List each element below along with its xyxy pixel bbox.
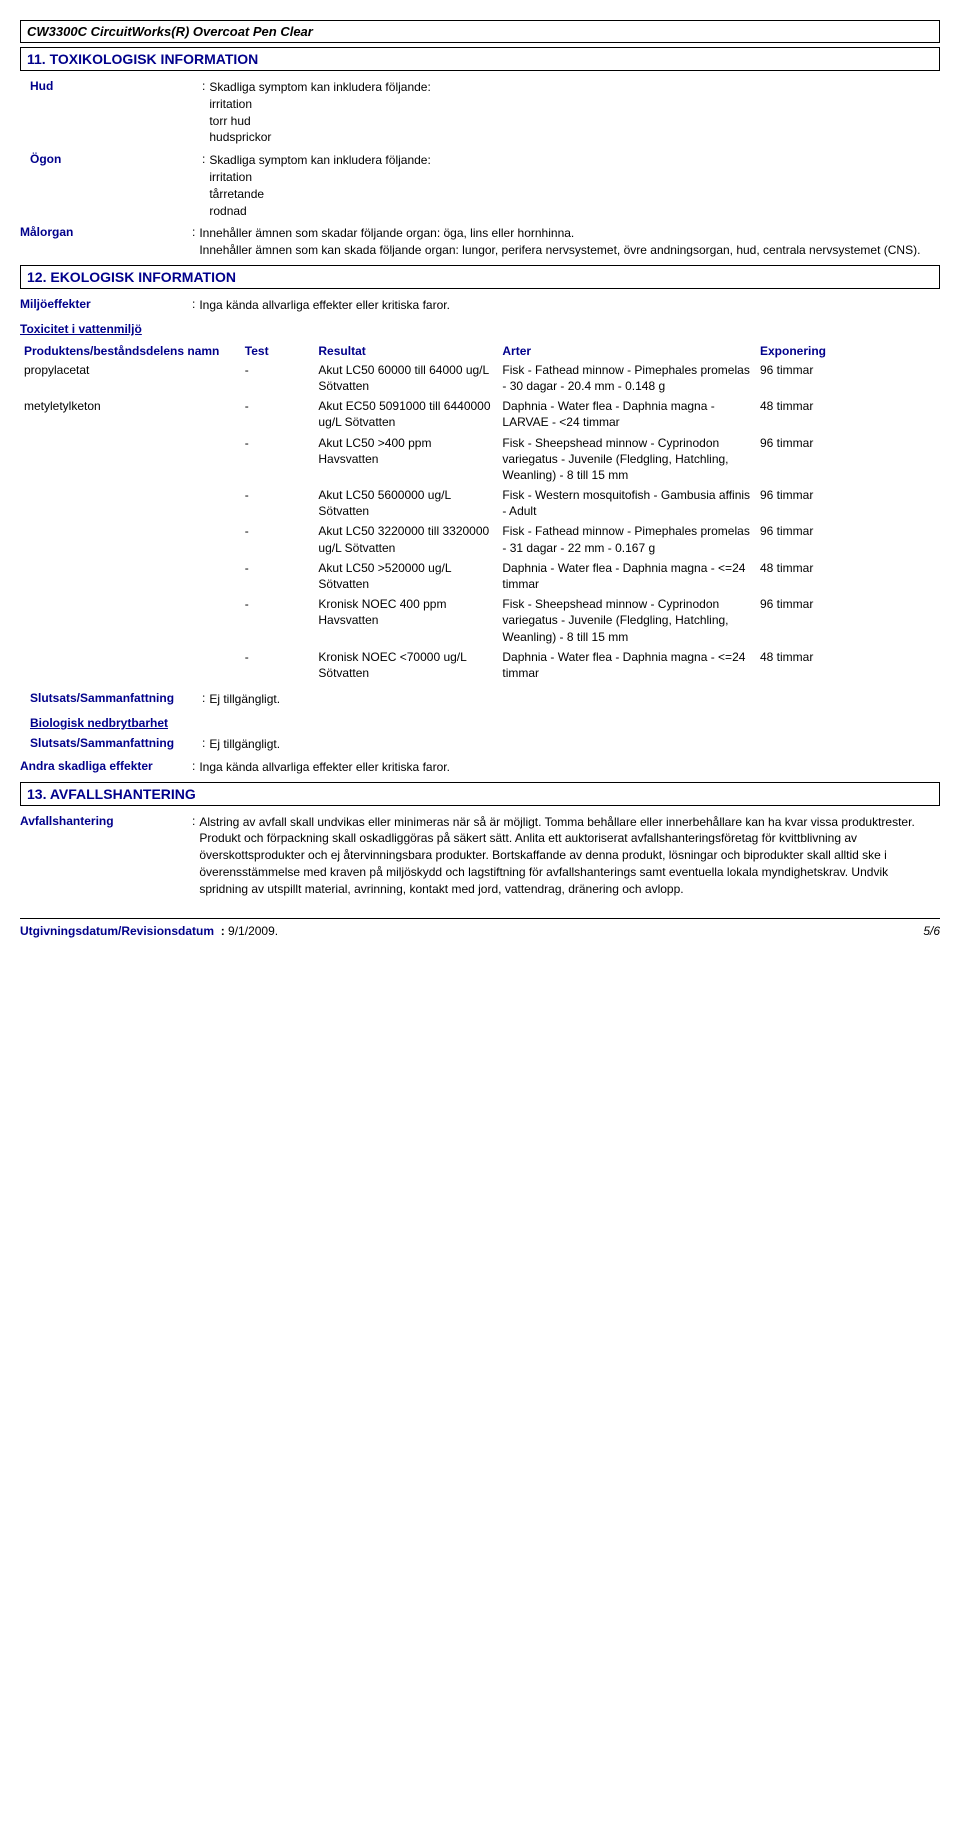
toxicity-table: Produktens/beståndsdelens namn Test Resu… (20, 342, 940, 683)
cell-name (20, 558, 241, 594)
cell-result: Akut LC50 5600000 ug/L Sötvatten (314, 485, 498, 521)
cell-exp: 96 timmar (756, 485, 940, 521)
cell-result: Akut LC50 >400 ppm Havsvatten (314, 433, 498, 486)
cell-arter: Fisk - Sheepshead minnow - Cyprinodon va… (498, 433, 756, 486)
cell-result: Akut LC50 3220000 till 3320000 ug/L Sötv… (314, 521, 498, 557)
avfall-label: Avfallshantering (20, 814, 190, 828)
footer-label: Utgivningsdatum/Revisionsdatum (20, 924, 214, 938)
cell-test: - (241, 396, 315, 432)
hud-label: Hud (30, 79, 200, 93)
footer-date: 9/1/2009. (228, 924, 278, 938)
cell-arter: Fisk - Sheepshead minnow - Cyprinodon va… (498, 594, 756, 647)
cell-exp: 96 timmar (756, 433, 940, 486)
cell-result: Akut LC50 60000 till 64000 ug/L Sötvatte… (314, 360, 498, 396)
slutsats1-value: Ej tillgängligt. (209, 691, 940, 708)
cell-result: Akut LC50 >520000 ug/L Sötvatten (314, 558, 498, 594)
section-11-header: 11. TOXIKOLOGISK INFORMATION (20, 47, 940, 71)
cell-arter: Daphnia - Water flea - Daphnia magna - <… (498, 558, 756, 594)
cell-arter: Daphnia - Water flea - Daphnia magna - L… (498, 396, 756, 432)
toxicitet-label: Toxicitet i vattenmiljö (20, 322, 940, 336)
table-row: -Akut LC50 3220000 till 3320000 ug/L Söt… (20, 521, 940, 557)
footer-page: 5/6 (923, 924, 940, 938)
cell-arter: Daphnia - Water flea - Daphnia magna - <… (498, 647, 756, 683)
th-test: Test (241, 342, 315, 360)
table-row: -Akut LC50 >400 ppm HavsvattenFisk - She… (20, 433, 940, 486)
cell-name (20, 433, 241, 486)
slutsats2-label: Slutsats/Sammanfattning (30, 736, 200, 750)
cell-name (20, 594, 241, 647)
cell-name: metyletylketon (20, 396, 241, 432)
th-exp: Exponering (756, 342, 940, 360)
section-12-header: 12. EKOLOGISK INFORMATION (20, 265, 940, 289)
cell-test: - (241, 485, 315, 521)
table-row: -Kronisk NOEC 400 ppm HavsvattenFisk - S… (20, 594, 940, 647)
cell-exp: 48 timmar (756, 396, 940, 432)
ogon-label: Ögon (30, 152, 200, 166)
cell-arter: Fisk - Fathead minnow - Pimephales prome… (498, 360, 756, 396)
th-name: Produktens/beståndsdelens namn (20, 342, 241, 360)
cell-result: Kronisk NOEC <70000 ug/L Sötvatten (314, 647, 498, 683)
slutsats1-label: Slutsats/Sammanfattning (30, 691, 200, 705)
cell-test: - (241, 647, 315, 683)
cell-exp: 48 timmar (756, 558, 940, 594)
table-row: -Kronisk NOEC <70000 ug/L SötvattenDaphn… (20, 647, 940, 683)
cell-arter: Fisk - Western mosquitofish - Gambusia a… (498, 485, 756, 521)
cell-name (20, 485, 241, 521)
cell-name (20, 521, 241, 557)
table-row: propylacetat-Akut LC50 60000 till 64000 … (20, 360, 940, 396)
section-13-header: 13. AVFALLSHANTERING (20, 782, 940, 806)
miljo-label: Miljöeffekter (20, 297, 190, 311)
cell-test: - (241, 360, 315, 396)
cell-result: Akut EC50 5091000 till 6440000 ug/L Sötv… (314, 396, 498, 432)
cell-arter: Fisk - Fathead minnow - Pimephales prome… (498, 521, 756, 557)
cell-test: - (241, 433, 315, 486)
th-arter: Arter (498, 342, 756, 360)
cell-test: - (241, 521, 315, 557)
th-result: Resultat (314, 342, 498, 360)
ogon-value: Skadliga symptom kan inkludera följande:… (209, 152, 940, 219)
andra-value: Inga kända allvarliga effekter eller kri… (199, 759, 940, 776)
hud-value: Skadliga symptom kan inkludera följande:… (209, 79, 940, 146)
bio-label: Biologisk nedbrytbarhet (30, 716, 940, 730)
andra-label: Andra skadliga effekter (20, 759, 190, 773)
product-header: CW3300C CircuitWorks(R) Overcoat Pen Cle… (20, 20, 940, 43)
slutsats2-value: Ej tillgängligt. (209, 736, 940, 753)
cell-name (20, 647, 241, 683)
avfall-value: Alstring av avfall skall undvikas eller … (199, 814, 940, 898)
table-row: -Akut LC50 >520000 ug/L SötvattenDaphnia… (20, 558, 940, 594)
cell-name: propylacetat (20, 360, 241, 396)
table-row: metyletylketon-Akut EC50 5091000 till 64… (20, 396, 940, 432)
cell-exp: 96 timmar (756, 360, 940, 396)
miljo-value: Inga kända allvarliga effekter eller kri… (199, 297, 940, 314)
cell-test: - (241, 594, 315, 647)
malorgan-label: Målorgan (20, 225, 190, 239)
table-row: -Akut LC50 5600000 ug/L SötvattenFisk - … (20, 485, 940, 521)
cell-exp: 96 timmar (756, 594, 940, 647)
cell-test: - (241, 558, 315, 594)
cell-exp: 96 timmar (756, 521, 940, 557)
malorgan-value: Innehåller ämnen som skadar följande org… (199, 225, 940, 259)
cell-result: Kronisk NOEC 400 ppm Havsvatten (314, 594, 498, 647)
cell-exp: 48 timmar (756, 647, 940, 683)
